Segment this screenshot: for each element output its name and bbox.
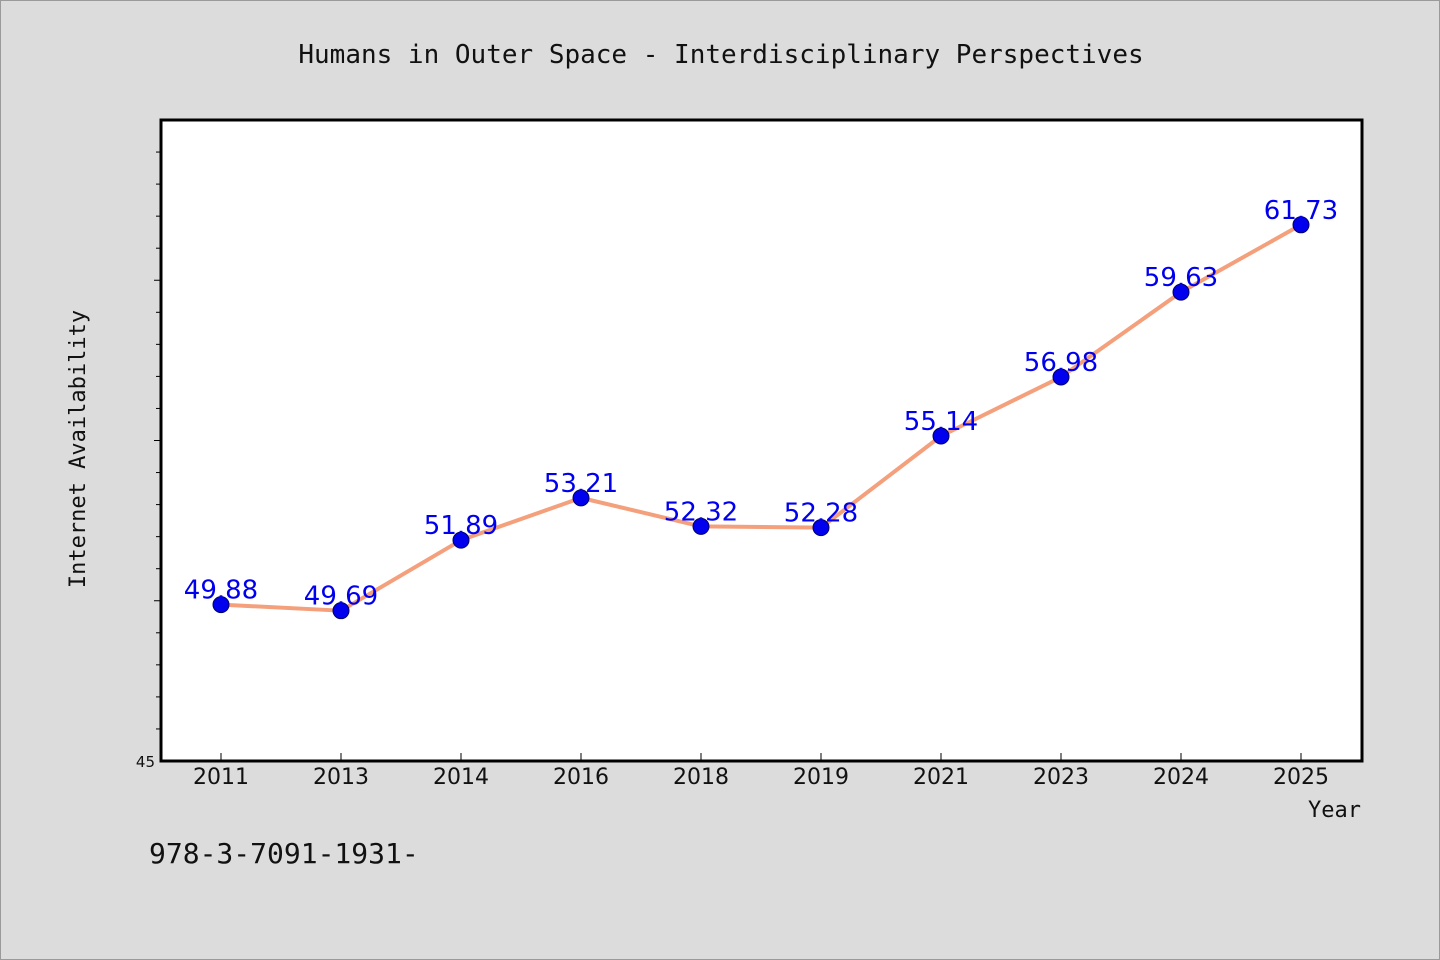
x-tick-label: 2011: [193, 765, 249, 790]
x-axis-label: Year: [1308, 798, 1361, 823]
x-tick-label: 2014: [433, 765, 489, 790]
data-point: [1172, 283, 1190, 301]
x-axis-ticks: 2011 2013 2014 2016 2018 2019 2021 2023 2024 2025: [193, 753, 1329, 790]
x-tick-label: 2018: [673, 765, 729, 790]
data-point: [572, 489, 590, 507]
x-tick-label: 2021: [913, 765, 969, 790]
data-label: 61.73: [1264, 196, 1338, 226]
data-label: 52.32: [664, 497, 738, 527]
data-point: [812, 519, 830, 537]
data-label: 49.69: [304, 582, 378, 612]
data-label: 59.63: [1144, 263, 1218, 293]
footer-isbn: 978-3-7091-1931-: [149, 837, 419, 870]
x-tick-label: 2023: [1033, 765, 1089, 790]
data-label: 49.88: [184, 576, 258, 606]
data-point: [212, 596, 230, 614]
data-label: 55.14: [904, 407, 978, 437]
data-label: 52.28: [784, 499, 858, 529]
data-label: 56.98: [1024, 348, 1098, 378]
data-point: [692, 517, 710, 535]
chart-title: Humans in Outer Space - Interdisciplinar…: [298, 40, 1143, 70]
data-point: [332, 602, 350, 620]
x-tick-label: 2024: [1153, 765, 1209, 790]
data-point: [932, 427, 950, 445]
series-layer: [212, 216, 1310, 620]
y-axis-label: Internet Availability: [66, 310, 91, 588]
data-point: [452, 531, 470, 549]
plot-area: [159, 118, 1364, 763]
x-tick-label: 2019: [793, 765, 849, 790]
data-point: [1052, 368, 1070, 386]
y-axis-ticks: 45: [136, 151, 161, 771]
series-line: [219, 222, 1303, 613]
data-label: 51.89: [424, 511, 498, 541]
data-point: [1292, 216, 1310, 234]
x-tick-label: 2016: [553, 765, 609, 790]
y-tick-label: 45: [136, 753, 155, 771]
x-tick-label: 2013: [313, 765, 369, 790]
data-label: 53.21: [544, 469, 618, 499]
data-labels: 49.88 49.69 51.89 53.21 52.32 52.28 55.14 56.98…: [184, 196, 1338, 612]
x-tick-label: 2025: [1273, 765, 1329, 790]
